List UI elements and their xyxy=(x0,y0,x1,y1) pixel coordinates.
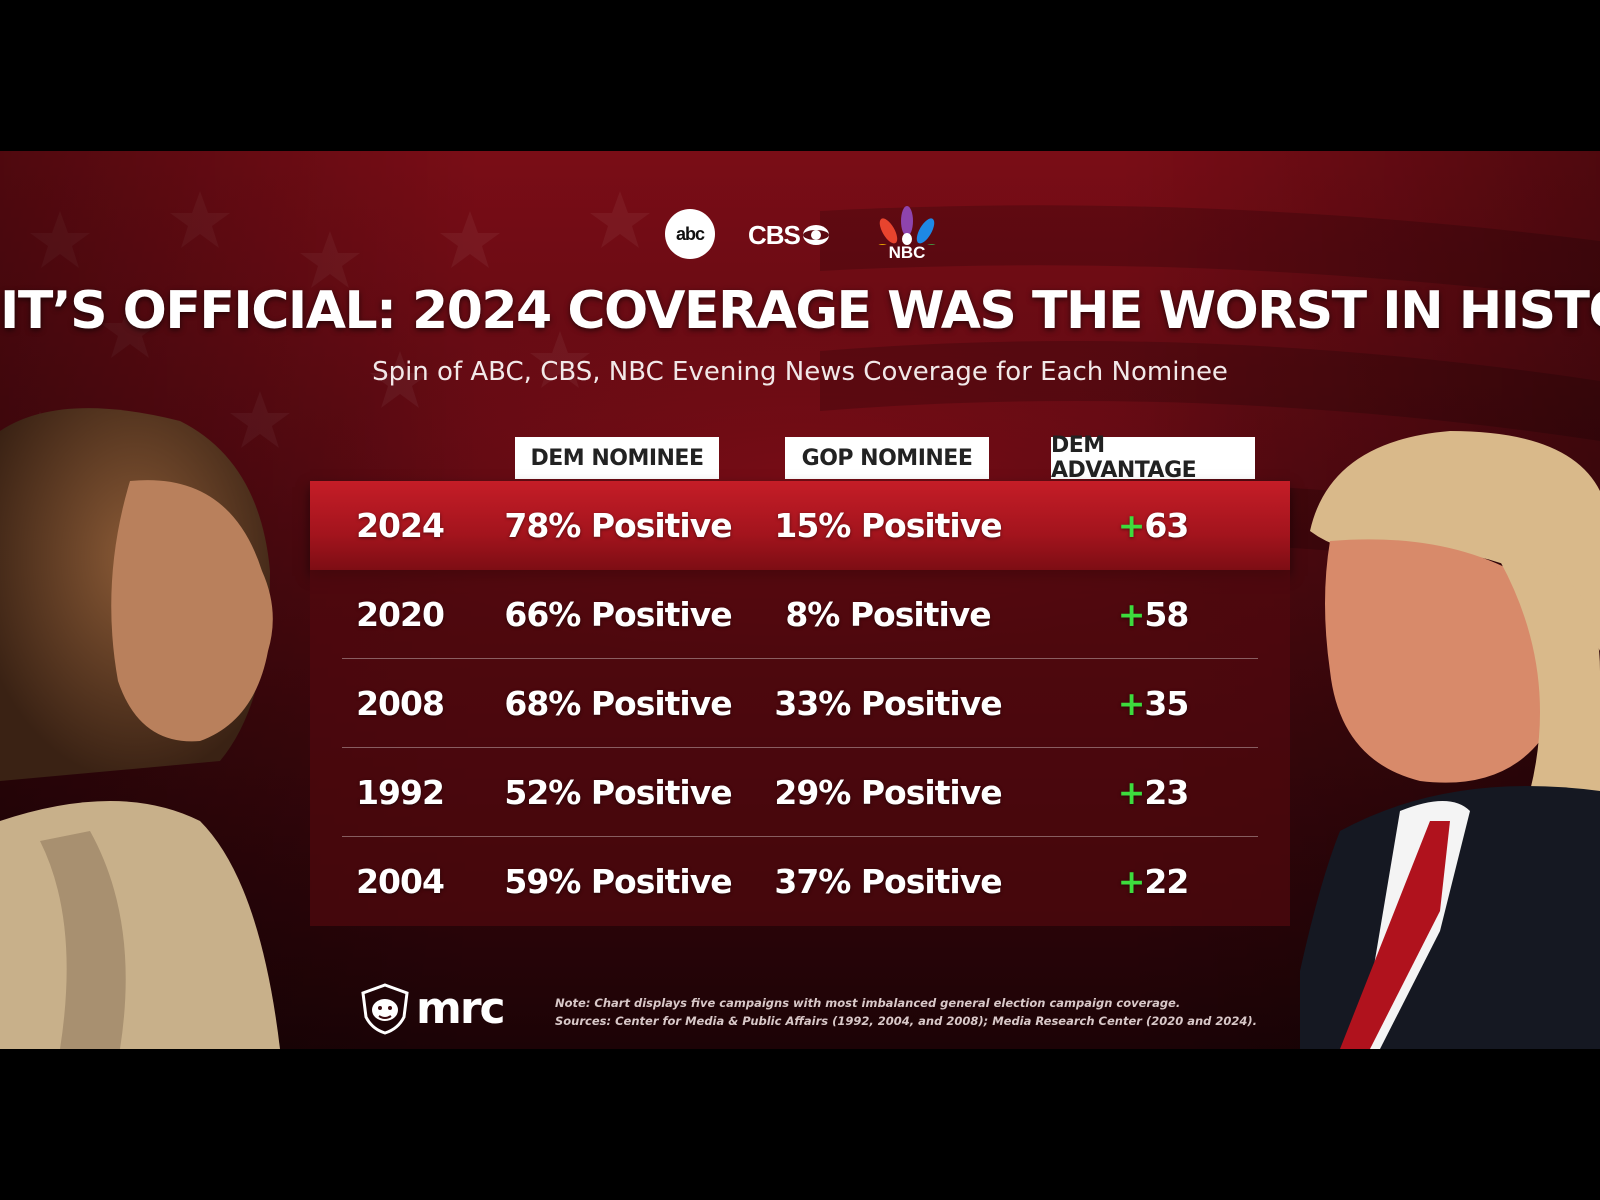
year-cell: 1992 xyxy=(356,773,445,812)
coverage-table: DEM NOMINEE GOP NOMINEE DEM ADVANTAGE 20… xyxy=(310,433,1290,929)
gop-cell: 8% Positive xyxy=(785,595,991,634)
table-row: 2020 66% Positive 8% Positive +58 xyxy=(310,570,1290,659)
dem-cell: 66% Positive xyxy=(504,595,732,634)
mrc-wordmark: mrc xyxy=(416,983,506,1034)
table-row: 2004 59% Positive 37% Positive +22 xyxy=(310,837,1290,926)
nbc-logo: NBC xyxy=(876,205,938,267)
column-header-gop-nominee: GOP NOMINEE xyxy=(785,437,989,479)
advantage-value: 58 xyxy=(1144,595,1189,634)
gop-cell: 15% Positive xyxy=(774,506,1002,545)
gop-cell: 29% Positive xyxy=(774,773,1002,812)
advantage-value: 23 xyxy=(1144,773,1189,812)
note-text: Note: Chart displays five campaigns with… xyxy=(555,996,1181,1010)
column-header-dem-advantage: DEM ADVANTAGE xyxy=(1051,433,1255,483)
advantage-cell: +23 xyxy=(1045,748,1261,837)
right-nominee-photo xyxy=(1300,431,1600,1049)
gop-cell: 37% Positive xyxy=(774,862,1002,901)
advantage-cell: +22 xyxy=(1045,837,1261,926)
dem-cell: 78% Positive xyxy=(504,506,732,545)
page-title: IT’S OFFICIAL: 2024 COVERAGE WAS THE WOR… xyxy=(0,281,1600,341)
bulldog-shield-icon xyxy=(361,983,409,1035)
advantage-cell: +63 xyxy=(1045,481,1261,570)
mrc-logo: mrc xyxy=(360,983,536,1039)
column-header-dem-nominee: DEM NOMINEE xyxy=(515,437,719,479)
table-row: 2024 78% Positive 15% Positive +63 xyxy=(310,481,1290,570)
dem-cell: 52% Positive xyxy=(504,773,732,812)
year-cell: 2008 xyxy=(356,684,445,723)
sources-text: Sources: Center for Media & Public Affai… xyxy=(555,1014,1258,1028)
advantage-cell: +58 xyxy=(1045,570,1261,659)
row-divider xyxy=(342,836,1258,837)
nbc-peacock-icon xyxy=(877,206,937,261)
dem-cell: 59% Positive xyxy=(504,862,732,901)
page-subtitle: Spin of ABC, CBS, NBC Evening News Cover… xyxy=(372,357,1228,387)
plus-sign: + xyxy=(1117,595,1146,634)
plus-sign: + xyxy=(1117,506,1146,545)
year-cell: 2004 xyxy=(356,862,445,901)
footnotes: Note: Chart displays five campaigns with… xyxy=(555,994,1275,1030)
nbc-wordmark: NBC xyxy=(888,243,926,262)
cbs-eye-icon xyxy=(802,225,829,245)
table-row: 2008 68% Positive 33% Positive +35 xyxy=(310,659,1290,748)
table-row: 1992 52% Positive 29% Positive +23 xyxy=(310,748,1290,837)
plus-sign: + xyxy=(1117,773,1146,812)
row-divider xyxy=(342,658,1258,659)
plus-sign: + xyxy=(1117,684,1146,723)
plus-sign: + xyxy=(1117,862,1146,901)
advantage-value: 63 xyxy=(1144,506,1189,545)
advantage-value: 22 xyxy=(1144,862,1189,901)
gop-cell: 33% Positive xyxy=(774,684,1002,723)
advantage-value: 35 xyxy=(1144,684,1189,723)
advantage-cell: +35 xyxy=(1045,659,1261,748)
dem-cell: 68% Positive xyxy=(504,684,732,723)
year-cell: 2024 xyxy=(356,506,445,545)
left-nominee-photo xyxy=(0,408,280,1049)
abc-logo: abc xyxy=(665,209,715,259)
network-logos: abc CBS NBC xyxy=(0,206,1600,269)
cbs-logo: CBS xyxy=(748,220,830,250)
year-cell: 2020 xyxy=(356,595,445,634)
infographic: abc CBS NBC IT’S OFFICIAL: 2024 COVERAGE… xyxy=(0,151,1600,1049)
row-divider xyxy=(342,747,1258,748)
